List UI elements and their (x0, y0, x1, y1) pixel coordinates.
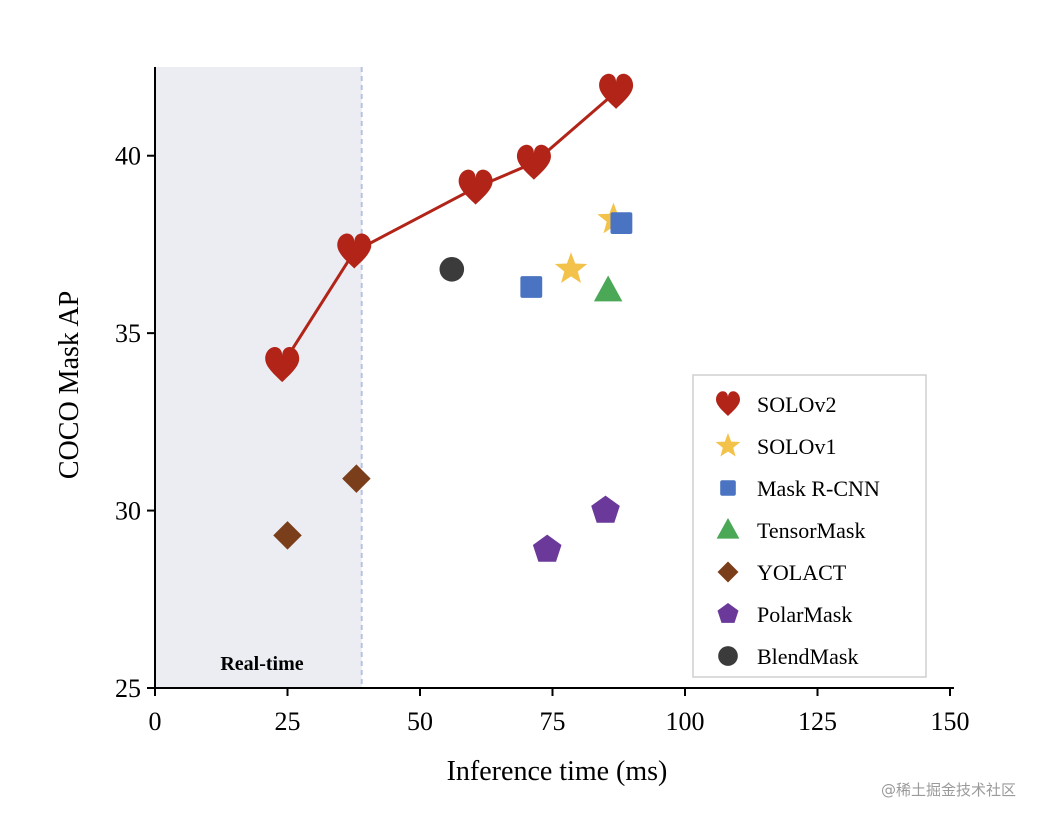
y-tick-label: 30 (115, 497, 141, 526)
tensormask-point (593, 275, 623, 302)
mask-r-cnn-legend-marker (720, 480, 736, 496)
y-tick-label: 35 (115, 319, 141, 348)
series-yolact (273, 464, 371, 550)
polarmask-legend-marker (717, 603, 739, 623)
mask-r-cnn-point (520, 276, 543, 298)
solov2-point (516, 144, 551, 180)
realtime-label: Real-time (220, 653, 303, 675)
blendmask-legend-marker (718, 646, 738, 666)
solov2-legend-marker (716, 391, 740, 416)
watermark: @稀土掘金技术社区 (881, 781, 1016, 799)
x-tick-label: 0 (149, 707, 162, 736)
legend-label: SOLOv1 (757, 434, 836, 459)
y-tick-label: 40 (115, 142, 141, 171)
yolact-legend-marker (717, 561, 739, 583)
solov2-point (265, 347, 300, 383)
x-tick-label: 100 (666, 707, 705, 736)
legend-label: SOLOv2 (757, 392, 836, 417)
yolact-point (342, 464, 371, 493)
blendmask-point (439, 256, 465, 282)
realtime-shade (155, 67, 362, 688)
legend-item-tensormask: TensorMask (716, 518, 865, 543)
series-polarmask (532, 495, 620, 562)
legend-label: TensorMask (757, 518, 865, 543)
solov2-point (458, 169, 493, 205)
yolact-point (273, 521, 302, 550)
polarmask-point (591, 495, 620, 523)
legend-label: BlendMask (757, 644, 858, 669)
legend-item-solov1: SOLOv1 (715, 433, 836, 459)
x-tick-label: 50 (407, 707, 433, 736)
x-tick-label: 150 (931, 707, 970, 736)
solov2-point (337, 233, 372, 269)
x-tick-label: 25 (275, 707, 301, 736)
polarmask-point (532, 534, 562, 562)
solov1-point (554, 252, 588, 283)
legend-item-mask-r-cnn: Mask R-CNN (720, 476, 880, 501)
mask-r-cnn-point (610, 212, 633, 235)
solov1-legend-marker (715, 433, 741, 457)
y-axis-title: COCO Mask AP (54, 291, 85, 479)
x-tick-label: 75 (540, 707, 566, 736)
realtime-region (155, 67, 363, 688)
legend: SOLOv2 SOLOv1 Mask R-CNN TensorMask YOLACT Po… (692, 374, 927, 678)
tensormask-legend-marker (716, 518, 740, 539)
legend-item-blendmask: BlendMask (718, 644, 858, 669)
x-tick-label: 125 (798, 707, 837, 736)
legend-item-solov2: SOLOv2 (716, 391, 836, 417)
legend-label: YOLACT (757, 560, 847, 585)
axes: 0 25 50 75 100 125 150 25 30 35 40 (115, 67, 970, 736)
series-tensormask (593, 275, 623, 302)
solov2-point (599, 73, 634, 109)
legend-item-yolact: YOLACT (717, 560, 847, 585)
x-axis-title: Inference time (ms) (447, 756, 668, 787)
series-solov2 (265, 73, 634, 383)
series-layer (265, 73, 634, 562)
legend-label: PolarMask (757, 602, 852, 627)
legend-label: Mask R-CNN (757, 476, 880, 501)
legend-item-polarmask: PolarMask (717, 602, 852, 627)
series-blendmask (439, 256, 465, 282)
y-tick-label: 25 (115, 674, 141, 703)
series-mask-r-cnn (520, 212, 633, 298)
